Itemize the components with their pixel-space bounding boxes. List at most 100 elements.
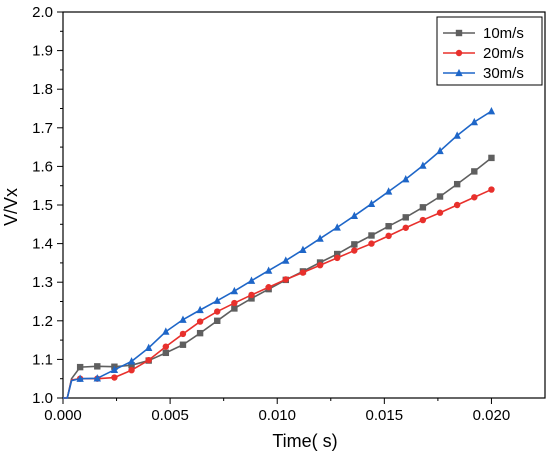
data-point-10ms [351, 241, 358, 248]
data-point-20ms [248, 291, 255, 299]
legend-item-20ms: 20m/s [443, 45, 524, 62]
y-tick-label: 1.4 [32, 236, 53, 253]
legend-label: 30m/s [483, 65, 524, 82]
data-point-30ms [453, 131, 461, 139]
legend-marker [455, 29, 463, 37]
data-point-30ms [213, 296, 221, 304]
y-tick-label: 1.0 [32, 390, 53, 407]
legend-label: 20m/s [483, 45, 524, 62]
data-point-30ms [402, 174, 410, 183]
data-point-20ms [453, 201, 461, 209]
data-point-20ms [488, 186, 495, 193]
data-point-10ms [334, 250, 341, 258]
legend-marker [455, 49, 463, 57]
data-point-10ms [402, 214, 409, 221]
data-point-20ms [436, 209, 444, 216]
y-tick-label: 1.8 [32, 81, 53, 98]
data-point-20ms [196, 318, 204, 325]
legend: 10m/s 20m/s 30m/s [436, 16, 543, 86]
data-point-30ms [436, 146, 444, 155]
data-point-20ms [231, 299, 238, 307]
data-point-10ms [368, 232, 375, 239]
series-30ms [63, 107, 496, 399]
data-point-10ms [419, 204, 427, 211]
x-tick-label: 0.005 [151, 407, 189, 424]
data-point-30ms [127, 357, 136, 365]
series-10ms [63, 154, 495, 399]
data-point-20ms [111, 374, 118, 381]
y-tick-label: 1.2 [32, 313, 53, 330]
y-axis: 1.0 1.1 1.2 1.3 1.4 1.5 1.6 1.7 1.8 1.9 2.0 [32, 4, 63, 407]
x-tick-label: 0.010 [258, 407, 296, 424]
data-point-10ms [248, 295, 255, 302]
series-line-10ms [63, 157, 492, 399]
data-point-10ms [94, 363, 101, 370]
x-axis-label: Time( s) [272, 431, 337, 451]
data-point-30ms [384, 187, 393, 195]
data-point-10ms [436, 193, 444, 200]
y-tick-label: 1.1 [32, 351, 53, 368]
data-point-30ms [110, 365, 119, 374]
legend-item-10ms: 10m/s [443, 25, 524, 42]
data-point-20ms [316, 262, 324, 269]
data-point-20ms [351, 247, 358, 254]
data-point-30ms [93, 374, 101, 382]
data-point-10ms [128, 361, 135, 369]
data-point-10ms [488, 154, 495, 162]
data-point-10ms [214, 317, 221, 324]
data-point-20ms [402, 224, 409, 231]
data-point-30ms [367, 199, 376, 208]
data-point-10ms [385, 223, 392, 230]
y-tick-label: 1.9 [32, 43, 53, 60]
data-point-10ms [231, 305, 238, 312]
y-axis-label: V/Vx [1, 188, 21, 226]
data-point-20ms [265, 284, 272, 291]
series-line-20ms [63, 188, 492, 399]
data-point-30ms [145, 343, 153, 351]
data-point-20ms [214, 308, 221, 315]
data-point-30ms [282, 256, 290, 264]
data-point-20ms [471, 194, 478, 201]
x-tick-label: 0.020 [473, 407, 511, 424]
data-point-20ms [282, 276, 289, 283]
data-point-30ms [179, 315, 187, 323]
data-point-30ms [76, 374, 84, 382]
data-point-10ms [162, 349, 170, 357]
data-point-30ms [162, 327, 170, 335]
data-point-30ms [316, 234, 324, 242]
data-point-30ms [350, 211, 359, 219]
y-tick-label: 1.7 [32, 120, 53, 137]
data-point-30ms [419, 161, 427, 169]
data-point-30ms [196, 305, 204, 314]
data-point-30ms [247, 276, 256, 284]
data-point-30ms [299, 245, 307, 253]
data-point-20ms [299, 269, 307, 276]
series-layer [63, 107, 496, 399]
x-tick-label: 0.015 [366, 407, 404, 424]
y-tick-label: 1.3 [32, 274, 53, 291]
x-axis: 0.000 0.005 0.010 0.015 0.020 [44, 398, 510, 424]
data-point-20ms [145, 356, 152, 364]
y-tick-label: 2.0 [32, 4, 53, 21]
data-point-10ms [196, 329, 204, 337]
data-point-30ms [470, 117, 478, 126]
data-point-30ms [230, 286, 239, 295]
y-tick-label: 1.5 [32, 197, 53, 214]
legend-marker [455, 68, 463, 77]
data-point-20ms [385, 232, 392, 240]
data-point-30ms [333, 223, 341, 231]
y-tick-label: 1.6 [32, 158, 53, 175]
data-point-20ms [368, 240, 375, 247]
legend-label: 10m/s [483, 25, 524, 42]
data-point-20ms [334, 254, 341, 262]
data-point-20ms [162, 343, 170, 350]
data-point-20ms [419, 216, 427, 224]
data-point-10ms [76, 363, 84, 371]
data-point-10ms [179, 341, 187, 348]
data-point-20ms [179, 330, 187, 338]
data-point-30ms [487, 107, 496, 115]
data-point-30ms [264, 266, 273, 274]
data-point-10ms [453, 180, 461, 188]
